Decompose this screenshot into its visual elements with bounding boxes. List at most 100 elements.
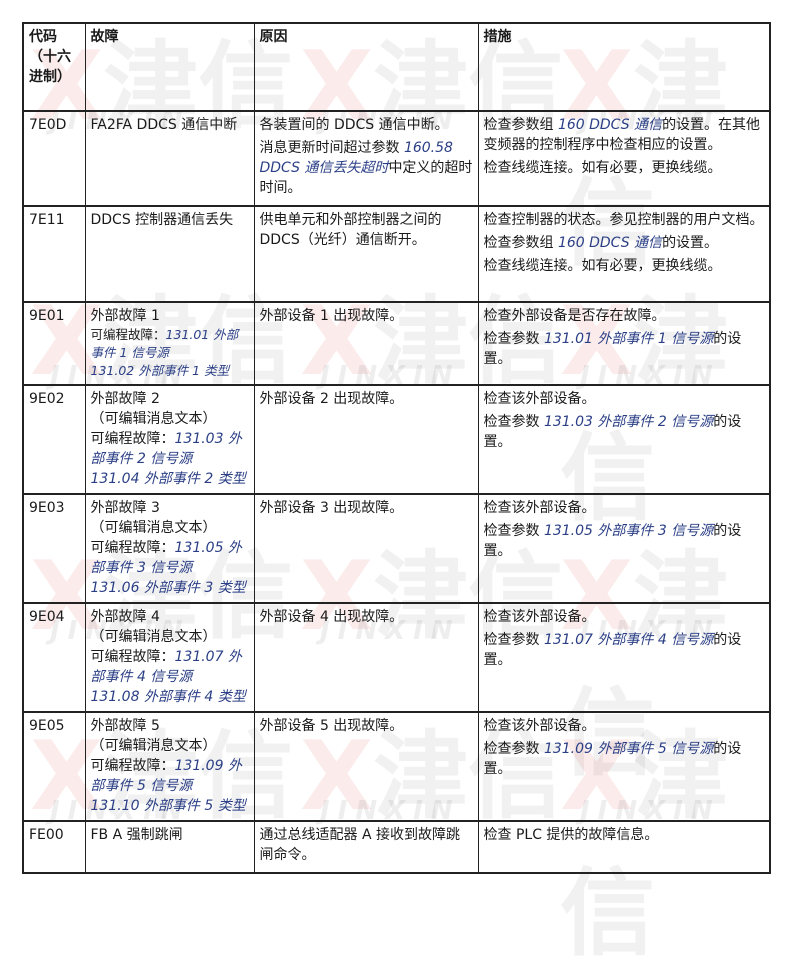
paragraph: 131.04 外部事件 2 类型 [91, 469, 249, 489]
paragraph: DDCS 控制器通信丢失 [91, 210, 249, 230]
table-row: 9E03 外部故障 3 （可编辑消息文本） 可编程故障：131.05 外部事件 3 信… [22, 493, 771, 604]
header-cause: 原因 [253, 22, 479, 112]
parameter-link[interactable]: 160 DDCS 通信 [557, 117, 663, 133]
paragraph: 131.02 外部事件 1 类型 [91, 362, 249, 380]
cell-fault: 外部故障 1 可编程故障：131.01 外部事件 1 信号源 131.02 外部事件… [84, 301, 255, 386]
table-row: 9E01 外部故障 1 可编程故障：131.01 外部事件 1 信号源 131.02 … [22, 301, 771, 386]
parameter-link[interactable]: 131.09 外部事件 5 信号源 [543, 741, 714, 757]
paragraph: 检查参数组 160 DDCS 通信的设置。 [484, 233, 765, 253]
text: DDCS 控制器通信丢失 [90, 212, 234, 228]
paragraph: 消息更新时间超过参数 160.58 DDCS 通信丢失超时中定义的超时时间。 [260, 138, 473, 198]
cell-action: 检查控制器的状态。参见控制器的用户文档。检查参数组 160 DDCS 通信的设置… [477, 205, 771, 303]
table-row: 9E04 外部故障 4 （可编辑消息文本） 可编程故障：131.07 外部事件 4 信… [22, 602, 771, 713]
paragraph: 检查 PLC 提供的故障信息。 [484, 825, 765, 845]
text: 检查参数 [483, 741, 544, 757]
text: 外部设备 2 出现故障。 [259, 391, 404, 407]
text: 检查参数 [483, 523, 544, 539]
paragraph: 外部故障 5 [91, 716, 249, 736]
cell-code: 9E03 [22, 493, 86, 604]
cell-action: 检查该外部设备。 检查参数 131.03 外部事件 2 信号源的设置。 [477, 384, 771, 495]
paragraph: 检查参数 131.05 外部事件 3 信号源的设置。 [484, 521, 765, 561]
text: 可编程故障： [90, 327, 166, 342]
table-row: FE00 FB A 强制跳闸 通过总线适配器 A 接收到故障跳闸命令。 检查 PLC … [22, 820, 771, 874]
text: 外部设备 3 出现故障。 [259, 500, 404, 516]
cell-cause: 外部设备 1 出现故障。 [253, 301, 479, 386]
paragraph: 检查外部设备是否存在故障。 [484, 306, 765, 326]
text: 各装置间的 DDCS 通信中断。 [259, 117, 449, 133]
cell-cause: 供电单元和外部控制器之间的 DDCS（光纤）通信断开。 [253, 205, 479, 303]
paragraph: （可编辑消息文本） [91, 409, 249, 429]
header-action: 措施 [477, 22, 771, 112]
text: 检查参数 [483, 414, 544, 430]
cell-code: 7E11 [22, 205, 86, 303]
paragraph: （可编辑消息文本） [91, 518, 249, 538]
paragraph: 供电单元和外部控制器之间的 DDCS（光纤）通信断开。 [260, 210, 473, 250]
parameter-link[interactable]: 131.01 外部事件 1 信号源 [90, 327, 239, 360]
cell-fault: FA2FA DDCS 通信中断 [84, 110, 255, 207]
paragraph: 外部故障 2 [91, 389, 249, 409]
cell-action: 检查 PLC 提供的故障信息。 [477, 820, 771, 874]
paragraph: 可编程故障：131.03 外部事件 2 信号源 [91, 429, 249, 469]
text: 检查该外部设备。 [483, 391, 596, 407]
text: 的设置。在其他变频器的控制程序中检查相应的设置。 [483, 117, 761, 153]
cell-cause: 外部设备 3 出现故障。 [253, 493, 479, 604]
text: 检查该外部设备。 [483, 609, 596, 625]
text: 检查 PLC 提供的故障信息。 [483, 827, 659, 843]
paragraph: 可编程故障：131.05 外部事件 3 信号源 [91, 538, 249, 578]
table-row: 9E02 外部故障 2 （可编辑消息文本） 可编程故障：131.03 外部事件 2 信… [22, 384, 771, 495]
text: 通过总线适配器 A 接收到故障跳闸命令。 [259, 827, 460, 863]
text: FA2FA DDCS 通信中断 [90, 117, 238, 133]
parameter-link[interactable]: 131.03 外部事件 2 信号源 [90, 431, 242, 467]
cell-code: 9E01 [22, 301, 86, 386]
text: 可编程故障： [90, 758, 175, 774]
text: 外部故障 4 [90, 609, 160, 625]
header-fault: 故障 [84, 22, 255, 112]
parameter-link[interactable]: 131.03 外部事件 2 信号源 [543, 414, 714, 430]
cell-cause: 外部设备 5 出现故障。 [253, 711, 479, 822]
text: 外部故障 1 [90, 308, 160, 324]
parameter-link[interactable]: 160 DDCS 通信 [557, 235, 663, 251]
paragraph: 外部设备 2 出现故障。 [260, 389, 473, 409]
paragraph: 可编程故障：131.07 外部事件 4 信号源 [91, 647, 249, 687]
cell-action: 检查外部设备是否存在故障。 检查参数 131.01 外部事件 1 信号源的设置。 [477, 301, 771, 386]
parameter-link[interactable]: 131.05 外部事件 3 信号源 [543, 523, 714, 539]
parameter-link[interactable]: 131.04 外部事件 2 类型 [90, 471, 246, 487]
paragraph: 外部故障 4 [91, 607, 249, 627]
parameter-link[interactable]: 131.09 外部事件 5 信号源 [90, 758, 242, 794]
cell-code: FE00 [22, 820, 86, 874]
parameter-link[interactable]: 131.08 外部事件 4 类型 [90, 689, 246, 705]
paragraph: 检查参数组 160 DDCS 通信的设置。在其他变频器的控制程序中检查相应的设置… [484, 115, 765, 155]
paragraph: 外部设备 1 出现故障。 [260, 306, 473, 326]
fault-code-table: 代码（十六进制） 故障 原因 措施 7E0D FA2FA DDCS 通信中断 各装置… [22, 22, 771, 874]
text: 外部故障 5 [90, 718, 160, 734]
text: 检查参数 [483, 632, 544, 648]
parameter-link[interactable]: 160.58 DDCS 通信丢失超时 [259, 140, 453, 176]
table-row: 9E05 外部故障 5 （可编辑消息文本） 可编程故障：131.09 外部事件 5 信… [22, 711, 771, 822]
paragraph: 可编程故障：131.09 外部事件 5 信号源 [91, 756, 249, 796]
text: 供电单元和外部控制器之间的 DDCS（光纤）通信断开。 [259, 212, 442, 248]
cell-fault: FB A 强制跳闸 [84, 820, 255, 874]
cell-fault: 外部故障 3 （可编辑消息文本） 可编程故障：131.05 外部事件 3 信号源 13… [84, 493, 255, 604]
text: 检查控制器的状态。参见控制器的用户文档。 [483, 212, 764, 228]
parameter-link[interactable]: 131.07 外部事件 4 信号源 [543, 632, 714, 648]
text: 检查外部设备是否存在故障。 [483, 308, 666, 324]
parameter-link[interactable]: 131.07 外部事件 4 信号源 [90, 649, 242, 685]
header-code: 代码（十六进制） [22, 22, 86, 112]
paragraph: （可编辑消息文本） [91, 627, 249, 647]
text: 消息更新时间超过参数 [259, 140, 404, 156]
parameter-link[interactable]: 131.10 外部事件 5 类型 [90, 798, 246, 814]
parameter-link[interactable]: 131.06 外部事件 3 类型 [90, 580, 246, 596]
parameter-link[interactable]: 131.02 外部事件 1 类型 [90, 363, 230, 378]
paragraph: 131.10 外部事件 5 类型 [91, 796, 249, 816]
text: 检查参数 [483, 331, 544, 347]
cell-action: 检查该外部设备。 检查参数 131.09 外部事件 5 信号源的设置。 [477, 711, 771, 822]
paragraph: 检查该外部设备。 [484, 716, 765, 736]
paragraph: 外部设备 3 出现故障。 [260, 498, 473, 518]
paragraph: 检查线缆连接。如有必要，更换线缆。 [484, 256, 765, 276]
parameter-link[interactable]: 131.05 外部事件 3 信号源 [90, 540, 242, 576]
cell-cause: 各装置间的 DDCS 通信中断。 消息更新时间超过参数 160.58 DDCS 通… [253, 110, 479, 207]
text: 外部故障 2 [90, 391, 160, 407]
parameter-link[interactable]: 131.01 外部事件 1 信号源 [543, 331, 714, 347]
paragraph: 检查参数 131.03 外部事件 2 信号源的设置。 [484, 412, 765, 452]
text: 的设置。 [483, 414, 742, 450]
